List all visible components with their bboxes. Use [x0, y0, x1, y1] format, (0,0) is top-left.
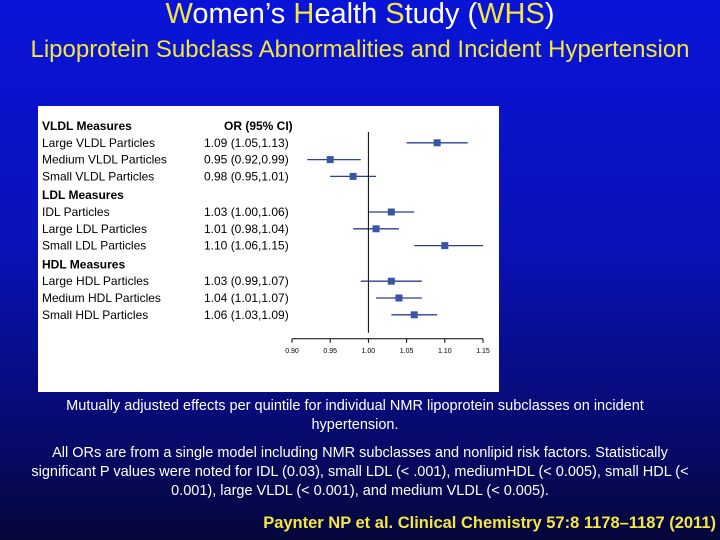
or-marker: [441, 242, 449, 250]
title-part: H: [293, 0, 315, 30]
slide-title: Women’s Health Study (WHS): [0, 0, 720, 32]
chart-caption: Mutually adjusted effects per quintile f…: [66, 398, 644, 433]
row-label: Small VLDL Particles: [42, 169, 154, 183]
or-marker: [433, 139, 441, 147]
or-value: 1.06 (1.03,1.09): [204, 308, 289, 322]
slide-subtitle: Lipoprotein Subclass Abnormalities and I…: [30, 36, 690, 63]
or-value: 0.95 (0.92,0.99): [204, 153, 289, 167]
forest-plot: OR (95% CI) VLDL Measures Large VLDL Parti…: [38, 106, 499, 392]
or-marker: [349, 172, 357, 180]
title-part: ): [544, 0, 555, 30]
row-label: Large HDL Particles: [42, 274, 149, 288]
x-tick-label: 1.00: [362, 348, 376, 355]
x-tick-label: 1.10: [438, 348, 452, 355]
row-label: IDL Particles: [42, 205, 110, 219]
x-tick-label: 0.90: [285, 348, 299, 355]
forest-plot-svg: OR (95% CI) VLDL Measures Large VLDL Parti…: [42, 119, 490, 355]
or-value: 1.04 (1.01,1.07): [204, 291, 289, 305]
title-part: S: [385, 0, 405, 30]
title-part: omen’s: [192, 0, 294, 30]
or-marker: [395, 294, 403, 302]
row-label: Large VLDL Particles: [42, 136, 155, 150]
statistics-note: All ORs are from a single model includin…: [31, 445, 689, 499]
title-part: ealth: [314, 0, 386, 30]
x-tick-label: 1.15: [476, 348, 490, 355]
or-value: 1.03 (1.00,1.06): [204, 205, 289, 219]
row-label: Large LDL Particles: [42, 222, 147, 236]
title-part: WHS: [477, 0, 545, 30]
x-tick-label: 1.05: [400, 348, 414, 355]
column-header: OR (95% CI): [224, 119, 293, 133]
or-marker: [387, 208, 395, 216]
x-tick-label: 0.95: [323, 348, 337, 355]
group-heading: VLDL Measures: [42, 119, 132, 133]
or-marker: [410, 311, 418, 319]
citation: Paynter NP et al. Clinical Chemistry 57:…: [263, 514, 716, 532]
or-value: 1.03 (0.99,1.07): [204, 274, 289, 288]
or-value: 1.10 (1.06,1.15): [204, 239, 289, 253]
group-heading: HDL Measures: [42, 257, 125, 271]
or-marker: [372, 225, 380, 233]
or-value: 1.01 (0.98,1.04): [204, 222, 289, 236]
row-label: Small HDL Particles: [42, 308, 148, 322]
group-heading: LDL Measures: [42, 188, 124, 202]
title-part: tudy (: [404, 0, 478, 30]
or-marker: [326, 156, 334, 164]
row-label: Medium HDL Particles: [42, 291, 161, 305]
or-value: 1.09 (1.05,1.13): [204, 136, 289, 150]
row-label: Small LDL Particles: [42, 239, 146, 253]
title-part: W: [165, 0, 193, 30]
or-value: 0.98 (0.95,1.01): [204, 169, 289, 183]
row-label: Medium VLDL Particles: [42, 153, 167, 167]
or-marker: [387, 277, 395, 285]
